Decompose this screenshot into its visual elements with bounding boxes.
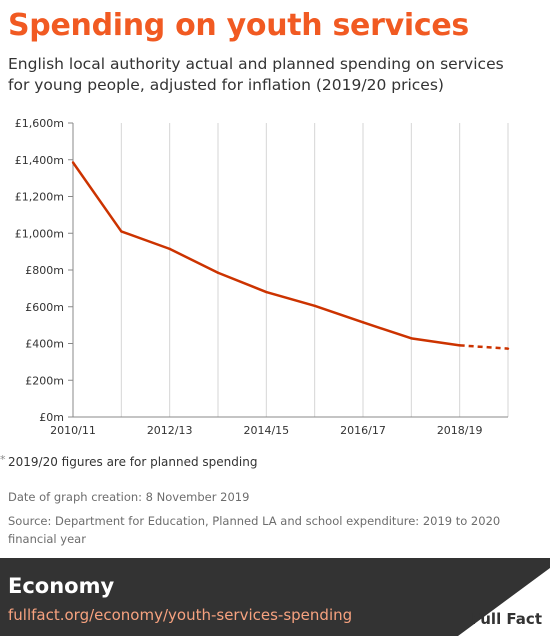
y-axis-ticks: £0m £200m £400m £600m £800m £1,000m £1,200m £1,… [15, 117, 73, 424]
x-tick-label: 2018/19 [437, 424, 483, 437]
chart-title: Spending on youth services [8, 8, 469, 43]
y-tick-label: £600m [25, 301, 64, 314]
planned-note-text: 2019/20 figures are for planned spending [8, 455, 258, 469]
data-point [265, 290, 268, 294]
footer-url-link[interactable]: fullfact.org/economy/youth-services-spen… [8, 606, 353, 624]
x-tick-label: 2014/15 [243, 424, 289, 437]
line-chart: £0m £200m £400m £600m £800m £1,000m £1,200m £1,… [15, 117, 510, 437]
y-tick-label: £400m [25, 338, 64, 351]
data-point [458, 344, 461, 347]
data-point [313, 304, 316, 308]
x-axis-ticks: 2010/11 2012/13 2014/15 2016/17 2018/19 [50, 424, 482, 437]
full-fact-logo-icon [458, 568, 550, 636]
data-point [410, 337, 413, 340]
series-lines [71, 161, 510, 350]
x-tick-label: 2016/17 [340, 424, 386, 437]
data-point [506, 347, 510, 350]
data-point [168, 247, 171, 251]
y-tick-label: £1,000m [15, 227, 64, 240]
chart-subtitle: English local authority actual and plann… [8, 55, 504, 94]
grid-lines [72, 123, 509, 417]
data-point [71, 161, 75, 164]
footer-bar: Economy fullfact.org/economy/youth-servi… [0, 558, 550, 636]
y-tick-label: £1,600m [15, 117, 64, 130]
y-tick-label: £1,200m [15, 191, 64, 204]
source-text: Source: Department for Education, Planne… [8, 514, 501, 546]
footnote-marker: * [0, 453, 6, 466]
date-created: Date of graph creation: 8 November 2019 [8, 490, 250, 504]
data-point [216, 271, 220, 274]
planned-spending-note: * 2019/20 figures are for planned spendi… [0, 453, 258, 469]
y-tick-label: £200m [25, 374, 64, 387]
x-tick-label: 2012/13 [147, 424, 193, 437]
series-line-planned [459, 344, 509, 350]
data-point [120, 230, 123, 233]
x-tick-label: 2010/11 [50, 424, 96, 437]
axes [72, 123, 508, 418]
full-fact-logo-text: Full Fact [470, 610, 542, 628]
y-tick-label: £800m [25, 264, 64, 277]
footer-section-name: Economy [8, 574, 115, 598]
data-point [361, 321, 365, 324]
y-tick-label: £0m [39, 411, 64, 424]
y-tick-label: £1,400m [15, 154, 64, 167]
